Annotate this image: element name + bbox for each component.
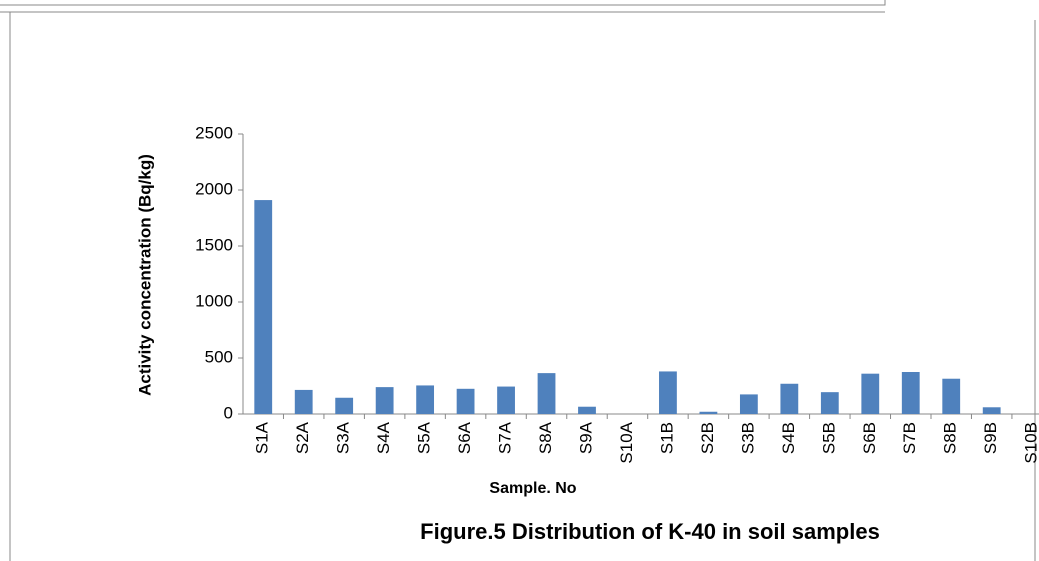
y-tick-label: 2000 <box>195 179 233 198</box>
bar <box>416 385 435 414</box>
bar <box>780 383 799 414</box>
bar <box>659 371 677 414</box>
x-tick-label: S2B <box>698 422 717 454</box>
y-tick-label: 1500 <box>195 235 233 254</box>
bar <box>942 378 961 414</box>
bar <box>820 392 839 414</box>
bar <box>335 397 354 414</box>
x-tick-label: S5B <box>819 422 838 454</box>
bar <box>254 200 273 414</box>
x-tick-label: S4A <box>374 421 393 454</box>
frame-top <box>0 0 886 13</box>
x-tick-label: S8A <box>536 421 555 454</box>
bar <box>699 411 718 414</box>
x-tick-label: S10B <box>1022 422 1039 464</box>
x-tick-label: S7A <box>496 421 515 454</box>
y-tick-label: 1000 <box>195 291 233 310</box>
x-axis-label: Sample. No <box>489 480 576 497</box>
x-tick-label: S8B <box>941 422 960 454</box>
bar <box>456 388 475 414</box>
x-tick-label: S6A <box>455 421 474 454</box>
bar <box>375 387 394 414</box>
x-tick-label: S3A <box>334 421 353 454</box>
x-tick-label: S6B <box>860 422 879 454</box>
bar <box>537 373 556 414</box>
bar <box>294 389 313 414</box>
bar <box>497 386 515 414</box>
bar <box>578 406 596 414</box>
x-tick-label: S2A <box>293 421 312 454</box>
x-tick-label: S1B <box>657 422 676 454</box>
bar <box>982 407 1001 414</box>
x-tick-label: S10A <box>617 421 636 463</box>
x-tick-label: S9B <box>981 422 1000 454</box>
x-tick-label: S3B <box>738 422 757 454</box>
y-tick-label: 2500 <box>195 123 233 142</box>
y-axis-label: Activity concentration (Bq/kg) <box>135 154 154 396</box>
bar <box>901 372 920 414</box>
bar <box>861 373 880 414</box>
bar <box>739 394 758 414</box>
x-tick-label: S5A <box>415 421 434 454</box>
x-tick-label: S9A <box>576 421 595 454</box>
x-tick-label: S1A <box>253 421 272 454</box>
chart-title: Figure.5 Distribution of K-40 in soil sa… <box>420 519 880 544</box>
x-tick-label: S4B <box>779 422 798 454</box>
y-tick-label: 500 <box>205 347 233 366</box>
y-tick-label: 0 <box>224 403 233 422</box>
x-tick-label: S7B <box>900 422 919 454</box>
